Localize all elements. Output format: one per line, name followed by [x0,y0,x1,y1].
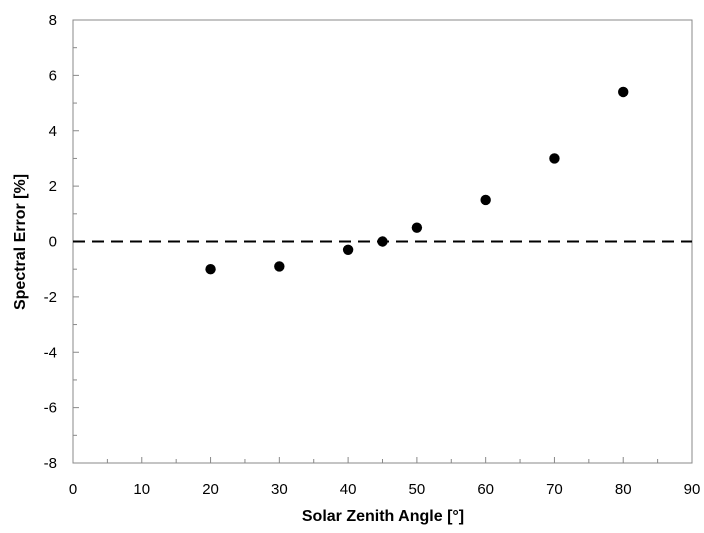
x-tick-label: 10 [133,481,150,498]
x-tick-label: 80 [615,481,632,498]
x-tick-label: 60 [477,481,494,498]
y-tick-label: 4 [49,123,57,140]
y-tick-label: 6 [49,67,57,84]
x-tick-label: 30 [271,481,288,498]
data-point [480,194,491,206]
y-tick-label: 8 [49,12,57,29]
x-tick-label: 70 [546,481,563,498]
data-point [274,261,285,272]
y-tick-label: -4 [44,344,57,361]
y-tick-label: 0 [49,234,57,251]
y-axis-title: Spectral Error [%] [12,174,29,310]
y-tick-label: -8 [44,455,57,472]
y-tick-label: -6 [44,400,57,417]
data-point [618,86,629,98]
y-tick-label: 2 [49,178,57,195]
y-tick-label: -2 [44,289,57,306]
x-axis-title: Solar Zenith Angle [°] [302,508,464,525]
x-tick-label: 0 [69,481,77,498]
data-point [342,244,354,256]
data-point [549,153,560,164]
x-tick-label: 90 [684,481,701,498]
x-tick-label: 20 [202,481,219,498]
data-point [205,263,216,275]
data-point [377,236,388,247]
x-tick-label: 50 [409,481,426,498]
x-tick-label: 40 [340,481,357,498]
data-point [411,222,423,233]
